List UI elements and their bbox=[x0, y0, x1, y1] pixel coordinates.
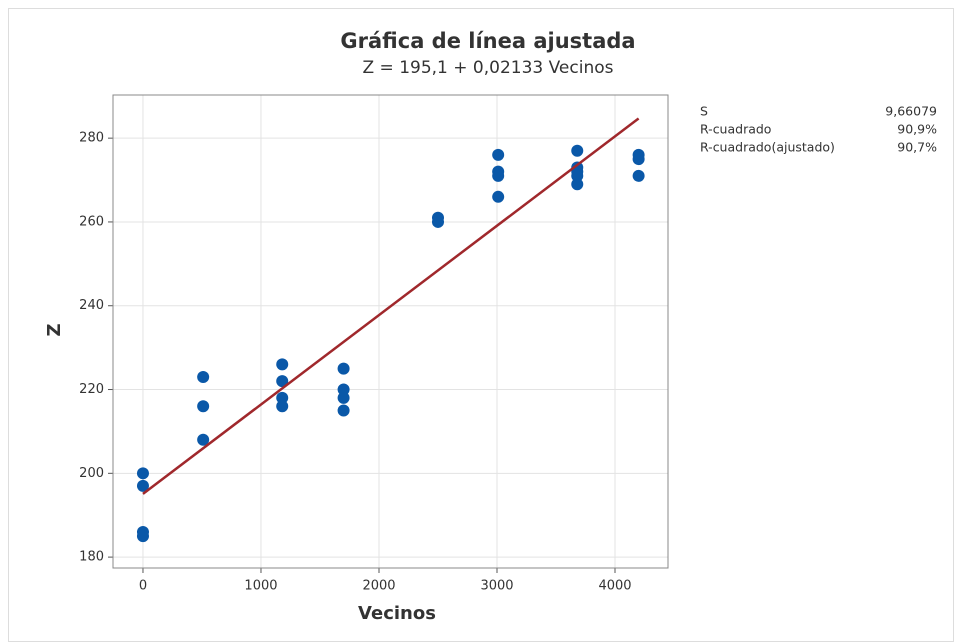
y-tick-label: 240 bbox=[79, 298, 104, 313]
plot-area bbox=[113, 95, 668, 568]
x-axis-label: Vecinos bbox=[358, 603, 436, 624]
data-point bbox=[276, 375, 289, 388]
data-point bbox=[492, 190, 505, 203]
data-point bbox=[276, 391, 289, 404]
data-point bbox=[276, 400, 289, 413]
x-tick-label: 0 bbox=[139, 579, 147, 594]
stat-value: 90,7% bbox=[897, 140, 937, 155]
x-tick-label: 2000 bbox=[362, 579, 395, 594]
stat-label: R-cuadrado bbox=[700, 122, 771, 137]
data-point bbox=[492, 148, 505, 161]
data-point bbox=[431, 215, 444, 228]
y-tick-label: 200 bbox=[79, 466, 104, 481]
data-point bbox=[197, 400, 210, 413]
data-point bbox=[337, 383, 350, 396]
x-tick-label: 4000 bbox=[598, 579, 631, 594]
chart-title: Gráfica de línea ajustada bbox=[340, 29, 635, 53]
x-tick-label: 3000 bbox=[480, 579, 513, 594]
stat-value: 9,66079 bbox=[885, 104, 937, 119]
fit-line bbox=[142, 117, 640, 495]
data-point bbox=[571, 144, 584, 157]
stat-label: R-cuadrado(ajustado) bbox=[700, 140, 835, 155]
data-point bbox=[136, 479, 149, 492]
data-point bbox=[136, 530, 149, 543]
stat-value: 90,9% bbox=[897, 122, 937, 137]
y-tick-label: 260 bbox=[79, 214, 104, 229]
data-point bbox=[632, 169, 645, 182]
plot-border bbox=[112, 94, 669, 569]
data-point bbox=[197, 433, 210, 446]
data-point bbox=[276, 358, 289, 371]
y-tick-label: 220 bbox=[79, 382, 104, 397]
chart-subtitle: Z = 195,1 + 0,02133 Vecinos bbox=[363, 58, 614, 78]
y-tick-label: 280 bbox=[79, 131, 104, 146]
y-axis-label: Z bbox=[44, 323, 65, 336]
data-point bbox=[197, 370, 210, 383]
data-point bbox=[571, 169, 584, 182]
data-point bbox=[632, 153, 645, 166]
data-point bbox=[337, 404, 350, 417]
data-point bbox=[571, 178, 584, 191]
data-point bbox=[337, 362, 350, 375]
data-point bbox=[136, 467, 149, 480]
stat-label: S bbox=[700, 104, 708, 119]
data-point bbox=[492, 169, 505, 182]
x-tick-label: 1000 bbox=[244, 579, 277, 594]
y-tick-label: 180 bbox=[79, 550, 104, 565]
data-point bbox=[337, 391, 350, 404]
